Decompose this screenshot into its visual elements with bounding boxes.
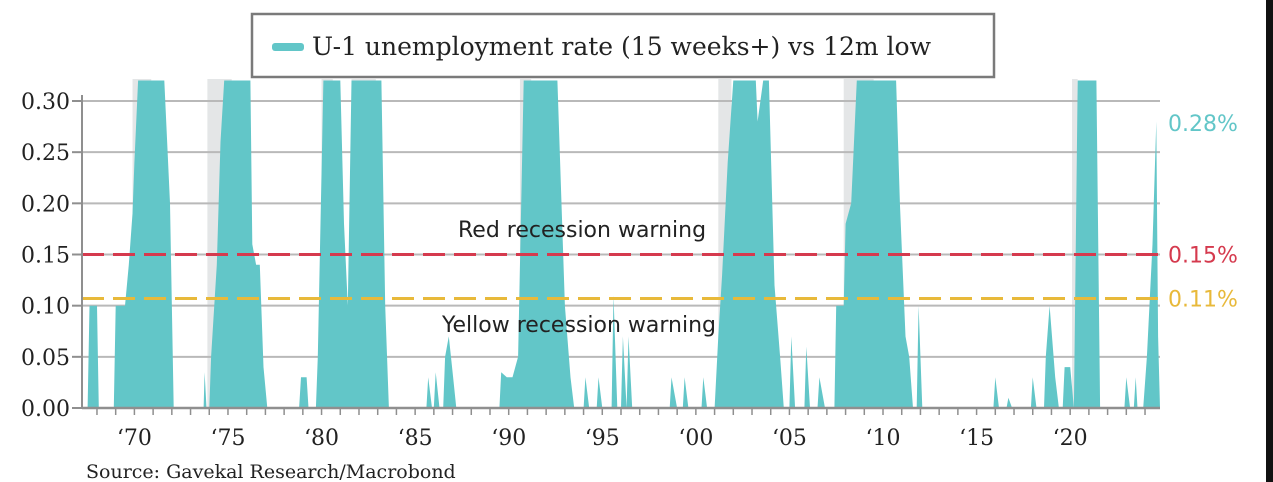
series-area (82, 80, 1160, 408)
source-note: Source: Gavekal Research/Macrobond (86, 461, 456, 482)
legend-label: U-1 unemployment rate (15 weeks+) vs 12m… (312, 32, 932, 61)
x-tick-label-7: ‘05 (772, 426, 807, 451)
x-tick-label-3: ‘85 (398, 426, 433, 451)
threshold-value-label-0: 0.15% (1168, 244, 1238, 269)
threshold-lines (82, 253, 1165, 301)
screen-edge (1266, 0, 1273, 482)
x-tick-label-4: ‘90 (491, 426, 526, 451)
x-tick-label-0: ‘70 (117, 426, 152, 451)
y-tick-label-6: 0.30 (21, 90, 70, 115)
threshold-annotation-1: Yellow recession warning (441, 313, 716, 338)
y-tick-label-0: 0.00 (21, 397, 70, 422)
x-tick-label-8: ‘10 (866, 426, 901, 451)
x-tick-label-2: ‘80 (304, 426, 339, 451)
x-axis-ticks: ‘70 ‘75 ‘80 ‘85 ‘90 ‘95 ‘00 ‘05 ‘10 ‘15 ‘20 (96, 408, 1146, 451)
legend: U-1 unemployment rate (15 weeks+) vs 12m… (250, 12, 996, 79)
x-tick-label-9: ‘15 (959, 426, 994, 451)
threshold-annotation-0: Red recession warning (458, 218, 706, 243)
legend-swatch (272, 43, 304, 51)
labels: 0.15% Red recession warning 0.11% Yellow re… (441, 112, 1238, 338)
x-tick-label-5: ‘95 (585, 426, 620, 451)
last-value-label: 0.28% (1168, 112, 1238, 137)
y-tick-label-5: 0.25 (21, 141, 70, 166)
y-tick-label-4: 0.20 (21, 192, 70, 217)
x-tick-label-10: ‘20 (1053, 426, 1088, 451)
x-tick-label-1: ‘75 (210, 426, 245, 451)
y-axis-ticks: 0.00 0.05 0.10 0.15 0.20 0.25 0.30 (21, 90, 82, 422)
y-tick-label-2: 0.10 (21, 295, 70, 320)
recession-shading (132, 79, 1078, 408)
y-tick-label-3: 0.15 (21, 244, 70, 269)
data-area (82, 80, 1160, 408)
y-tick-label-1: 0.05 (21, 346, 70, 371)
x-tick-label-6: ‘00 (678, 426, 713, 451)
legend-box (250, 12, 996, 79)
recession-band-7 (1072, 79, 1078, 408)
threshold-value-label-1: 0.11% (1168, 288, 1238, 313)
